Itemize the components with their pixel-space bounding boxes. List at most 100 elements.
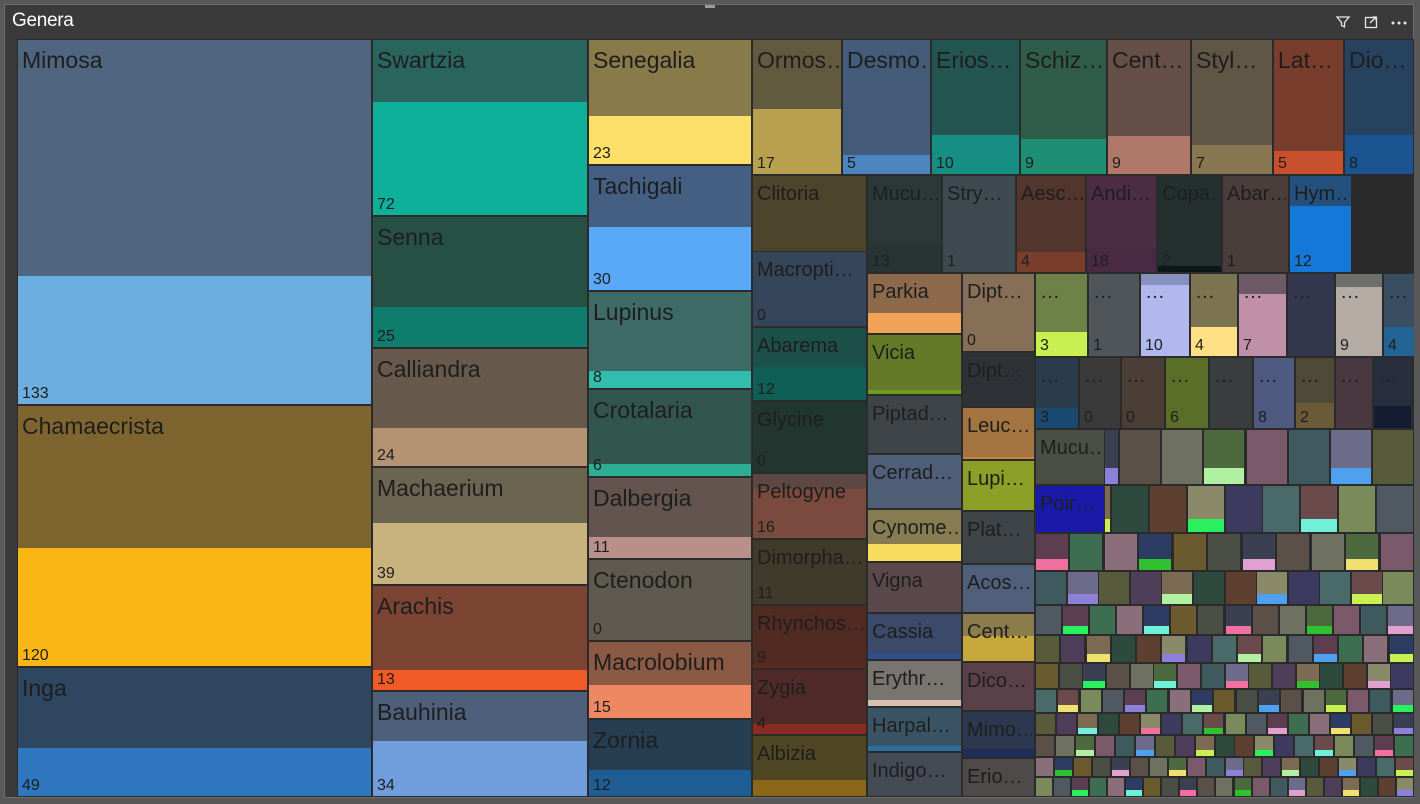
treemap-small-cell[interactable] [1319, 757, 1338, 777]
treemap-subcell[interactable] [1375, 750, 1393, 756]
treemap-subcell[interactable] [1087, 654, 1110, 662]
treemap-cell-abarema[interactable]: Abarema 12 [752, 327, 867, 401]
treemap-small-cell[interactable] [1345, 533, 1379, 571]
treemap-cell-senna[interactable]: Senna 25 [372, 216, 588, 348]
treemap-small-cell[interactable] [1248, 663, 1272, 689]
treemap-cell-cerradicola[interactable]: Cerrad… [867, 454, 962, 509]
treemap-subcell[interactable] [1154, 681, 1176, 688]
treemap-small-cell[interactable] [1393, 713, 1414, 735]
treemap-cell-dipteryx[interactable]: Dipt… 0 [962, 273, 1035, 352]
treemap-small-cell[interactable] [1319, 571, 1351, 605]
treemap-cell-tipuana[interactable]: … 1 [1088, 273, 1140, 357]
treemap-small-cell[interactable] [1258, 689, 1280, 713]
treemap-cell-mucuna[interactable]: Mucu… [1035, 429, 1105, 485]
treemap-cell-mimosa[interactable]: Mimosa 133 [17, 39, 372, 405]
treemap-small-cell[interactable] [1372, 429, 1414, 485]
treemap-small-cell[interactable] [1303, 689, 1325, 713]
treemap-small-cell[interactable] [1225, 757, 1244, 777]
treemap-cell-ctenodon[interactable]: Ctenodon 0 [588, 559, 752, 641]
treemap-cell-eriosema[interactable]: Erios… 10 [931, 39, 1020, 175]
treemap-small-cell[interactable] [1256, 571, 1288, 605]
treemap-cell-plathymenia[interactable]: … 3 [1373, 357, 1412, 429]
treemap-cell-parkia[interactable]: Parkia [867, 273, 962, 334]
treemap-subcell[interactable] [1192, 145, 1272, 174]
treemap-subcell[interactable] [1017, 252, 1085, 272]
treemap-small-cell[interactable] [1242, 533, 1276, 571]
treemap-small-cell[interactable] [1387, 605, 1414, 635]
treemap-small-cell[interactable] [1225, 605, 1252, 635]
treemap-subcell[interactable] [1297, 681, 1319, 688]
treemap-subcell[interactable] [589, 537, 751, 558]
treemap-small-cell[interactable] [1294, 735, 1314, 757]
treemap-small-cell[interactable] [1213, 689, 1235, 713]
treemap-small-cell[interactable] [1351, 713, 1372, 735]
treemap-small-cell[interactable] [1035, 777, 1053, 797]
treemap-cell-hymenolobium[interactable]: … [1287, 273, 1335, 357]
treemap-small-cell[interactable] [1314, 735, 1334, 757]
treemap-small-cell[interactable] [1092, 757, 1111, 777]
treemap-small-cell[interactable] [1115, 735, 1135, 757]
treemap-small-cell[interactable] [1161, 713, 1182, 735]
treemap-cell-lupinus[interactable]: Lupi… [962, 460, 1035, 511]
treemap-subcell[interactable] [589, 464, 751, 476]
treemap-small-cell[interactable] [1161, 777, 1179, 797]
treemap-subcell[interactable] [18, 276, 371, 404]
treemap-subcell[interactable] [1192, 705, 1212, 712]
treemap-cell-sweetia[interactable]: … 0 [1121, 357, 1165, 429]
treemap-small-cell[interactable] [1392, 689, 1414, 713]
treemap-small-cell[interactable] [1215, 735, 1235, 757]
treemap-small-cell[interactable] [1062, 605, 1089, 635]
treemap-small-cell[interactable] [1272, 663, 1296, 689]
treemap-subcell[interactable] [373, 741, 587, 796]
treemap-small-cell[interactable] [1116, 605, 1143, 635]
treemap-small-cell[interactable] [1262, 485, 1300, 533]
treemap-small-cell[interactable] [1187, 485, 1225, 533]
treemap-subcell[interactable] [868, 746, 961, 751]
treemap-small-cell[interactable] [1071, 777, 1089, 797]
treemap-subcell[interactable] [868, 313, 961, 333]
treemap-cell-aeschynomene[interactable]: Aesc… 4 [1016, 175, 1086, 273]
treemap-small-cell[interactable] [1334, 735, 1354, 757]
treemap-subcell[interactable] [1255, 750, 1273, 756]
treemap-small-cell[interactable] [1149, 485, 1187, 533]
resize-handle-top[interactable] [705, 5, 715, 8]
treemap-cell-harpalyce[interactable]: Harpal… [867, 707, 962, 752]
treemap-cell-centrolobium[interactable]: Cent… [962, 613, 1035, 662]
treemap-subcell[interactable] [1021, 139, 1106, 174]
treemap-small-cell[interactable] [1338, 485, 1376, 533]
treemap-small-cell[interactable] [1262, 757, 1281, 777]
treemap-small-cell[interactable] [1130, 757, 1149, 777]
treemap-cell-andira[interactable]: Andi… 18 [1086, 175, 1157, 273]
treemap-subcell[interactable] [1162, 654, 1185, 662]
treemap-subcell[interactable] [1274, 151, 1343, 174]
treemap-small-cell[interactable] [1319, 663, 1343, 689]
treemap-subcell[interactable] [1315, 750, 1333, 756]
treemap-small-cell[interactable] [1274, 735, 1294, 757]
treemap-subcell[interactable] [1268, 728, 1287, 734]
treemap-subcell[interactable] [1169, 770, 1186, 776]
treemap-small-cell[interactable] [1389, 635, 1414, 663]
treemap-subcell[interactable] [373, 428, 587, 466]
treemap-small-cell[interactable] [1095, 735, 1115, 757]
treemap-small-cell[interactable] [1179, 777, 1197, 797]
treemap-small-cell[interactable] [1246, 713, 1267, 735]
treemap-subcell[interactable] [932, 135, 1019, 174]
treemap-subcell[interactable] [963, 749, 1034, 757]
treemap-cell-arachis[interactable]: Arachis 13 [372, 585, 588, 691]
treemap-subcell[interactable] [1083, 681, 1105, 688]
treemap-small-cell[interactable] [1119, 429, 1161, 485]
treemap-subcell[interactable] [1390, 654, 1413, 662]
treemap-cell-abarema[interactable]: Abar… 1 [1222, 175, 1289, 273]
treemap-small-cell[interactable] [1168, 757, 1187, 777]
treemap-small-cell[interactable] [1354, 735, 1374, 757]
treemap-small-cell[interactable] [1313, 635, 1338, 663]
treemap-small-cell[interactable] [1053, 777, 1071, 797]
treemap-cell-albizia[interactable]: Albizia [752, 735, 867, 797]
treemap-small-cell[interactable] [1374, 735, 1394, 757]
treemap-subcell[interactable] [1307, 626, 1332, 634]
treemap-small-cell[interactable] [1252, 777, 1270, 797]
treemap-subcell[interactable] [1036, 332, 1087, 356]
treemap-cell-macroptilium[interactable]: Macropti… 0 [752, 251, 867, 327]
treemap-small-cell[interactable] [1225, 663, 1249, 689]
treemap-cell-zornia[interactable]: Zornia 12 [588, 719, 752, 797]
